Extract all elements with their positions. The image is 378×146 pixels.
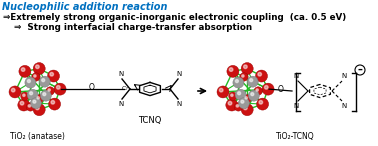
Circle shape (37, 97, 39, 99)
Circle shape (11, 88, 15, 92)
Circle shape (256, 89, 259, 91)
Circle shape (20, 101, 24, 105)
Text: C₇: C₇ (122, 86, 129, 91)
Circle shape (231, 94, 233, 97)
Circle shape (247, 76, 258, 87)
Text: Nucleophilic addition reaction: Nucleophilic addition reaction (2, 2, 167, 12)
Circle shape (241, 100, 244, 103)
Circle shape (32, 73, 40, 81)
Circle shape (35, 95, 43, 103)
Circle shape (43, 93, 46, 96)
Circle shape (262, 83, 274, 95)
Circle shape (233, 77, 244, 88)
Circle shape (33, 104, 45, 116)
Text: TCNQ: TCNQ (138, 116, 162, 125)
Circle shape (256, 70, 268, 82)
Circle shape (217, 86, 229, 98)
Circle shape (248, 90, 259, 101)
Circle shape (33, 62, 45, 75)
Text: N: N (177, 71, 181, 77)
Text: N: N (118, 101, 124, 107)
Text: TiO₂ (anatase): TiO₂ (anatase) (9, 132, 64, 141)
Circle shape (48, 89, 50, 91)
Text: N: N (341, 103, 347, 109)
Circle shape (250, 79, 253, 82)
Circle shape (21, 68, 25, 71)
Circle shape (235, 80, 239, 83)
Text: TiO₂-TCNQ: TiO₂-TCNQ (276, 132, 314, 141)
Circle shape (56, 86, 60, 89)
Circle shape (259, 100, 263, 104)
Circle shape (219, 88, 223, 92)
Circle shape (21, 92, 29, 100)
Circle shape (34, 75, 36, 77)
Circle shape (242, 75, 244, 77)
Text: O: O (277, 85, 284, 93)
Circle shape (241, 62, 253, 75)
Circle shape (33, 100, 36, 103)
Text: N: N (118, 71, 124, 77)
Circle shape (23, 94, 25, 97)
Circle shape (30, 98, 42, 109)
Circle shape (229, 92, 237, 100)
Circle shape (50, 72, 54, 76)
Circle shape (227, 65, 239, 77)
Circle shape (243, 65, 247, 69)
Circle shape (236, 105, 239, 107)
Circle shape (234, 103, 243, 111)
Circle shape (27, 89, 38, 100)
Circle shape (26, 103, 35, 111)
Circle shape (40, 90, 51, 101)
Text: N: N (341, 73, 347, 79)
Text: O: O (89, 84, 95, 93)
Circle shape (229, 68, 233, 71)
Circle shape (51, 100, 54, 104)
Circle shape (36, 65, 39, 69)
Circle shape (9, 86, 21, 98)
Circle shape (245, 97, 247, 99)
Circle shape (235, 89, 246, 100)
Circle shape (258, 72, 262, 76)
Circle shape (28, 105, 31, 107)
Circle shape (265, 86, 268, 89)
Circle shape (18, 99, 30, 111)
Circle shape (49, 98, 60, 110)
Circle shape (239, 98, 249, 109)
Circle shape (243, 106, 247, 110)
Circle shape (241, 104, 253, 116)
Text: ⇒Extremely strong organic-inorganic electronic coupling  (ca. 0.5 eV): ⇒Extremely strong organic-inorganic elec… (3, 13, 346, 22)
Text: –: – (358, 65, 363, 75)
Circle shape (251, 93, 254, 96)
Circle shape (228, 101, 232, 105)
Circle shape (25, 77, 36, 88)
Circle shape (27, 80, 30, 83)
Circle shape (54, 83, 66, 95)
Circle shape (240, 73, 248, 81)
Circle shape (48, 70, 59, 82)
Text: N: N (293, 73, 299, 79)
Circle shape (46, 87, 54, 95)
Circle shape (36, 106, 39, 110)
Text: ⇒  Strong interfacial charge-transfer absorption: ⇒ Strong interfacial charge-transfer abs… (14, 23, 252, 32)
Text: N: N (177, 101, 181, 107)
Circle shape (254, 87, 262, 95)
Circle shape (42, 79, 45, 82)
Text: N: N (293, 103, 299, 109)
Circle shape (19, 65, 31, 77)
Circle shape (243, 95, 251, 103)
Circle shape (29, 92, 33, 95)
Circle shape (39, 76, 50, 87)
Circle shape (226, 99, 238, 111)
Circle shape (238, 92, 241, 95)
Circle shape (257, 98, 269, 110)
